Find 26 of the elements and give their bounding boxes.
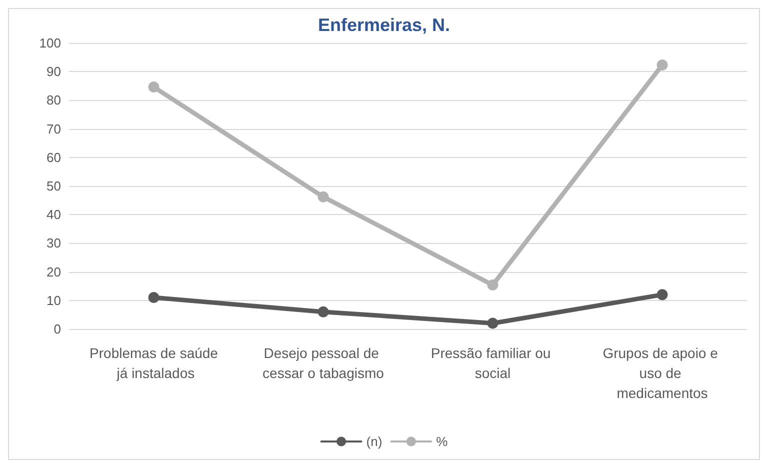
y-tick-label: 70	[46, 121, 61, 136]
point	[656, 60, 668, 71]
x-tick-label: Grupos de apoio e uso de medicamentos	[602, 345, 722, 401]
y-tick-label: 50	[46, 178, 61, 194]
point	[487, 318, 498, 329]
point	[148, 82, 160, 93]
y-tick-label: 100	[39, 36, 61, 50]
x-tick-label: Pressão familiar ou social	[430, 345, 555, 381]
point	[318, 191, 329, 202]
point	[487, 279, 498, 290]
y-tick-label: 10	[46, 292, 61, 308]
legend-label: (n)	[366, 434, 382, 449]
legend-label: %	[436, 434, 448, 449]
y-tick-label: 30	[46, 236, 61, 251]
x-tick-label: Problemas de saúde já instalados	[90, 345, 218, 381]
point	[148, 292, 160, 304]
chart-title: Enfermeiras, N.	[318, 15, 450, 35]
y-tick-label: 90	[46, 64, 61, 80]
y-tick-label: 60	[46, 150, 61, 165]
y-tick-label: 80	[46, 92, 61, 108]
y-tick-label: 0	[54, 322, 61, 336]
point	[318, 306, 329, 318]
x-tick-label: Desejo pessoal de cessar o tabagismo	[262, 345, 384, 381]
y-tick-label: 40	[46, 207, 61, 222]
point	[656, 289, 668, 300]
y-tick-label: 20	[46, 264, 61, 280]
